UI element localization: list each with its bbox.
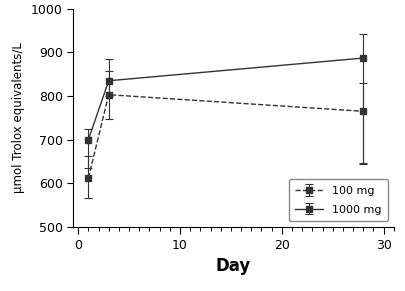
X-axis label: Day: Day [215, 257, 250, 275]
Y-axis label: μmol Trolox equivalents/L: μmol Trolox equivalents/L [12, 42, 25, 193]
Legend: 100 mg, 1000 mg: 100 mg, 1000 mg [288, 179, 387, 221]
